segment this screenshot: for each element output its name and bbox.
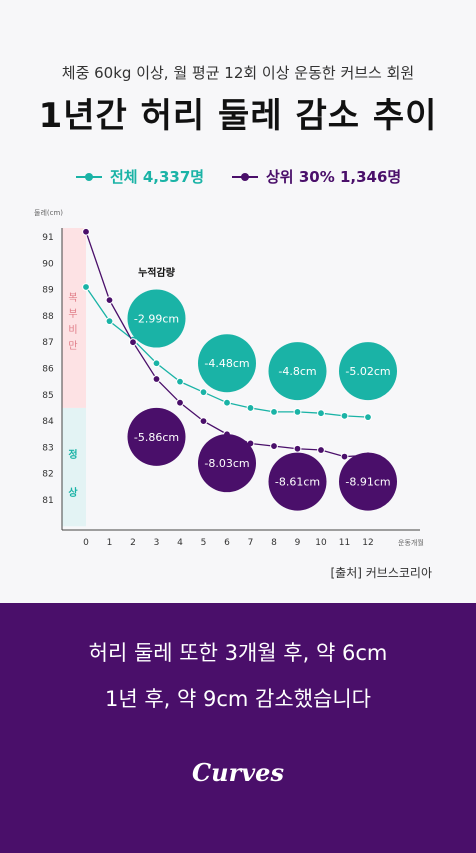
- y-tick-label: 86: [42, 365, 54, 375]
- annotation-bubble-3: [339, 342, 397, 401]
- annotation-label-3: -5.02cm: [345, 365, 390, 378]
- annotation-label-2: -4.8cm: [278, 365, 316, 378]
- band-label-char: 부: [68, 309, 77, 320]
- x-tick-label: 6: [224, 538, 230, 548]
- data-point-0-11: [340, 411, 349, 420]
- annotation-bubble-1: [198, 334, 256, 393]
- y-tick-label: 88: [42, 312, 54, 322]
- annotation-bubble-2: [268, 342, 327, 401]
- data-point-0-4: [176, 377, 184, 386]
- legend: 전체 4,337명 상위 30% 1,346명: [0, 166, 476, 188]
- y-tick-label: 84: [42, 417, 54, 427]
- data-point-1-5: [199, 417, 208, 426]
- y-tick-label: 83: [42, 443, 53, 453]
- annotation-label-6: -8.61cm: [275, 476, 320, 489]
- x-tick-label: 5: [201, 538, 207, 548]
- x-tick-label: 0: [83, 538, 89, 548]
- x-tick-label: 2: [130, 538, 136, 548]
- y-tick-label: 87: [42, 338, 53, 348]
- data-point-1-8: [270, 442, 278, 450]
- annotation-bubble-7: [339, 452, 397, 511]
- data-point-1-3: [152, 375, 161, 383]
- data-point-0-12: [364, 413, 372, 422]
- footer-banner: 허리 둘레 또한 3개월 후, 약 6cm 1년 후, 약 9cm 감소했습니다: [0, 603, 476, 853]
- y-axis-label: 둘레(cm): [34, 208, 63, 217]
- curves-logo: Curves: [192, 758, 284, 787]
- teal-line-marker-icon: [76, 172, 102, 181]
- x-tick-label: 8: [271, 538, 277, 548]
- legend-label-top: 상위 30% 1,346명: [266, 168, 402, 186]
- data-point-0-1: [105, 317, 114, 326]
- data-point-0-5: [199, 388, 208, 397]
- data-point-0-0: [82, 283, 90, 291]
- footer-line-1: 허리 둘레 또한 3개월 후, 약 6cm: [88, 641, 388, 665]
- band-0: [62, 228, 86, 408]
- band-1: [62, 407, 86, 527]
- purple-line-marker-icon: [232, 172, 258, 181]
- x-tick-label: 10: [315, 538, 327, 548]
- data-point-1-1: [105, 296, 114, 305]
- data-point-0-6: [223, 398, 231, 407]
- y-tick-label: 89: [42, 286, 54, 296]
- data-point-1-0: [82, 227, 90, 236]
- annotation-bubble-0: [127, 289, 186, 348]
- band-label-char: 비: [68, 324, 77, 336]
- annotation-bubble-6: [268, 452, 327, 511]
- data-point-1-11: [340, 452, 349, 461]
- x-tick-label: 7: [248, 538, 254, 548]
- x-tick-label: 4: [177, 538, 183, 548]
- x-tick-label: 3: [154, 538, 160, 548]
- annotation-bubble-4: [127, 407, 186, 466]
- page-title: 1년간 허리 둘레 감소 추이: [38, 96, 438, 136]
- annotation-label-7: -8.91cm: [345, 476, 390, 489]
- data-point-0-9: [293, 407, 302, 416]
- y-tick-label: 85: [42, 391, 53, 401]
- data-point-0-8: [270, 407, 278, 416]
- annotation-title: 누적감량: [138, 266, 176, 279]
- legend-item-top: 상위 30% 1,346명: [232, 166, 401, 187]
- source-note: [출처] 커브스코리아: [330, 566, 433, 580]
- band-label-char: 복: [68, 292, 77, 304]
- x-tick-label: 9: [295, 538, 301, 548]
- data-point-0-3: [152, 359, 161, 368]
- annotation-label-1: -4.48cm: [204, 357, 249, 370]
- x-axis-label: 운동개월: [398, 538, 424, 547]
- y-tick-label: 82: [42, 470, 53, 480]
- x-tick-label: 11: [339, 538, 350, 548]
- data-point-1-9: [293, 444, 302, 453]
- y-tick-label: 90: [42, 259, 54, 269]
- footer-line-2: 1년 후, 약 9cm 감소했습니다: [105, 687, 371, 711]
- annotation-label-5: -8.03cm: [204, 457, 249, 470]
- data-point-0-10: [317, 409, 325, 418]
- y-tick-label: 81: [42, 496, 53, 506]
- y-tick-label: 91: [42, 233, 53, 243]
- legend-item-total: 전체 4,337명: [76, 166, 204, 187]
- x-tick-label: 12: [362, 538, 373, 548]
- data-point-0-7: [246, 404, 255, 412]
- annotation-label-4: -5.86cm: [134, 431, 179, 444]
- data-point-1-4: [176, 398, 184, 407]
- band-label-char: 만: [68, 340, 77, 352]
- legend-label-total: 전체 4,337명: [110, 168, 205, 186]
- band-label-char: 정: [68, 448, 77, 461]
- data-point-1-10: [317, 446, 325, 454]
- subtitle: 체중 60kg 이상, 월 평균 12회 이상 운동한 커브스 회원: [61, 64, 415, 82]
- annotation-label-0: -2.99cm: [134, 313, 179, 326]
- data-point-1-2: [129, 338, 137, 347]
- x-tick-label: 1: [107, 538, 113, 548]
- band-label-char: 상: [68, 486, 78, 499]
- annotation-bubble-5: [198, 434, 256, 493]
